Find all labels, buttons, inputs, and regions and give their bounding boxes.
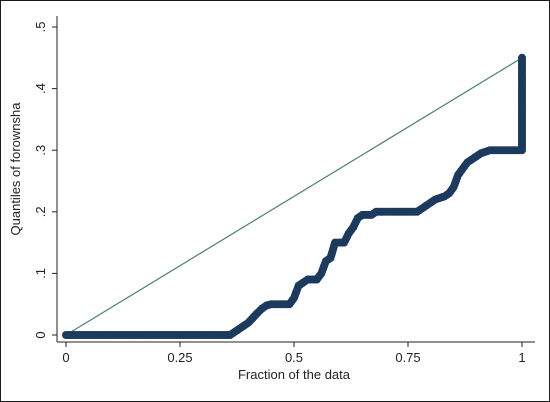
data-point <box>518 53 526 62</box>
reference-line-group <box>65 57 523 336</box>
y-tick-label: .2 <box>33 206 48 217</box>
y-tick-label: .4 <box>33 83 48 94</box>
data-points <box>62 53 526 339</box>
axis-titles: Fraction of the data Quantiles of forown… <box>8 102 351 382</box>
x-tick-label: 0.25 <box>167 350 192 365</box>
axes: 0 0.25 0.5 0.75 1 0 .1 .2 .3 .4 .5 <box>33 16 535 365</box>
y-tick-label: .3 <box>33 145 48 156</box>
x-tick-label: 0 <box>62 350 69 365</box>
x-tick-label: 1 <box>518 350 525 365</box>
y-axis-label: Quantiles of forownsha <box>8 102 23 236</box>
x-tick-label: 0.75 <box>395 350 420 365</box>
x-axis-label: Fraction of the data <box>238 367 351 382</box>
x-tick-label: 0.5 <box>285 350 303 365</box>
y-tick-label: .5 <box>33 22 48 33</box>
y-tick-label: .1 <box>33 268 48 279</box>
y-tick-label: 0 <box>33 331 48 338</box>
reference-line <box>65 57 523 336</box>
